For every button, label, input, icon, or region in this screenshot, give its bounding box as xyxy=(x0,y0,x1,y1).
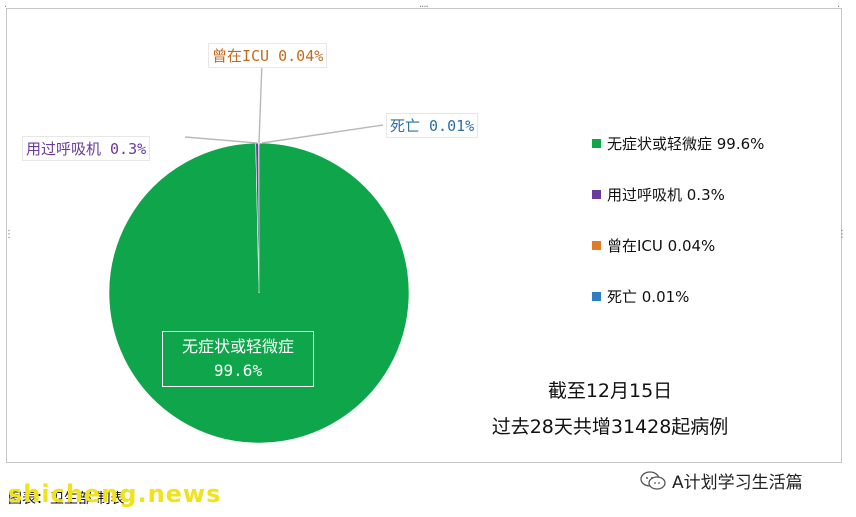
data-label-main-name: 无症状或轻微症 xyxy=(181,337,294,356)
legend-item: 死亡 0.01% xyxy=(592,271,832,322)
leader-line-death xyxy=(261,124,384,144)
source-attribution[interactable]: A计划学习生活篇 xyxy=(640,468,803,493)
legend-swatch xyxy=(592,139,601,148)
legend-swatch xyxy=(592,292,601,301)
leader-lines xyxy=(184,61,384,292)
resize-handle-top-left[interactable]: · xyxy=(4,2,7,13)
resize-handle-top[interactable]: ···· xyxy=(419,2,429,13)
legend: 无症状或轻微症 99.6% 用过呼吸机 0.3% 曾在ICU 0.04% 死亡 … xyxy=(592,118,832,322)
legend-item: 用过呼吸机 0.3% xyxy=(592,169,832,220)
data-label-death: 死亡 0.01% xyxy=(386,113,479,138)
resize-handle-left[interactable]: ⋮ xyxy=(4,229,14,240)
resize-handle-right[interactable]: ⋮ xyxy=(837,229,847,240)
legend-label: 无症状或轻微症 99.6% xyxy=(607,135,765,153)
figure-caption: 图表：卫生部 制表 xyxy=(8,491,125,507)
legend-item: 曾在ICU 0.04% xyxy=(592,220,832,271)
legend-label: 用过呼吸机 0.3% xyxy=(607,186,725,204)
chat-bubble-icon xyxy=(640,470,666,490)
legend-label: 曾在ICU 0.04% xyxy=(607,237,716,255)
leader-line-ventilator xyxy=(184,136,258,144)
annotation-date: 截至12月15日 xyxy=(547,380,673,402)
leader-line-icu xyxy=(258,61,263,144)
annotation-cases: 过去28天共增31428起病例 xyxy=(491,416,729,438)
source-name: A计划学习生活篇 xyxy=(672,473,803,493)
legend-swatch xyxy=(592,241,601,250)
data-label-main-value: 99.6% xyxy=(213,361,263,380)
legend-label: 死亡 0.01% xyxy=(607,288,690,306)
legend-swatch xyxy=(592,190,601,199)
resize-handle-top-right[interactable]: · xyxy=(837,2,840,13)
data-label-main: 无症状或轻微症 99.6% xyxy=(162,331,314,387)
legend-item: 无症状或轻微症 99.6% xyxy=(592,118,832,169)
data-label-icu: 曾在ICU 0.04% xyxy=(208,43,328,68)
data-label-ventilator: 用过呼吸机 0.3% xyxy=(22,136,151,161)
watermark: shicheng.news xyxy=(8,480,222,508)
